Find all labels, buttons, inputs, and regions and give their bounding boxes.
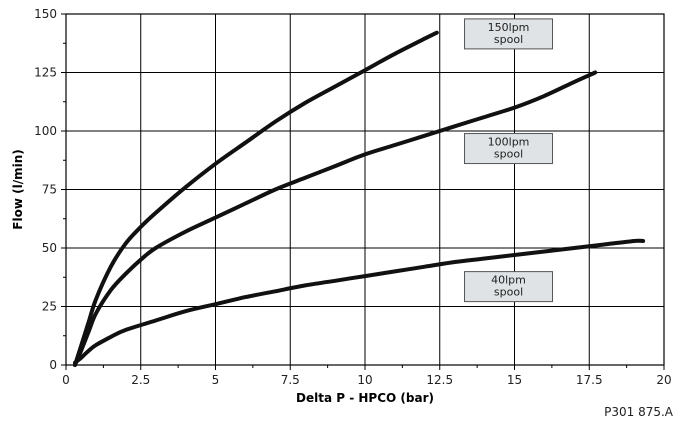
y-tick-label: 25 — [42, 300, 57, 314]
x-tick-label: 7.5 — [281, 373, 300, 387]
x-tick-label: 10 — [357, 373, 372, 387]
tick-marks — [61, 13, 665, 370]
x-axis-title: Delta P - HPCO (bar) — [296, 391, 434, 405]
series-label-text: spool — [494, 148, 523, 161]
x-tick-label: 17.5 — [576, 373, 603, 387]
series-line-0 — [73, 30, 439, 367]
series-line-2 — [73, 238, 646, 365]
series-label-box — [464, 18, 554, 50]
series-label-text: spool — [494, 33, 523, 46]
x-tick-label: 5 — [212, 373, 220, 387]
series-label-text: 40lpm — [491, 274, 526, 287]
x-tick-labels: 0 2.5 5 7.5 10 12.5 15 17.5 20 — [62, 373, 671, 387]
series-label-box — [464, 271, 554, 303]
series-line-1 — [73, 70, 598, 367]
series-label-box — [464, 133, 554, 165]
y-tick-label: 0 — [49, 358, 57, 372]
x-tick-label: 12.5 — [426, 373, 453, 387]
y-tick-label: 150 — [34, 7, 57, 21]
x-tick-label: 20 — [656, 373, 671, 387]
y-axis-title: Flow (l/min) — [11, 149, 25, 229]
x-tick-label: 15 — [507, 373, 522, 387]
figure-reference-code: P301 875.A — [604, 405, 673, 419]
series-label-text: spool — [494, 286, 523, 299]
plot-frame — [65, 13, 665, 366]
x-tick-label: 2.5 — [131, 373, 150, 387]
series-label-text: 100lpm — [488, 136, 530, 149]
grid-lines — [65, 13, 665, 366]
series-curves — [73, 30, 646, 367]
y-tick-label: 100 — [34, 124, 57, 138]
y-tick-labels: 0 25 50 75 100 125 150 — [34, 7, 57, 372]
y-tick-label: 50 — [42, 241, 57, 255]
y-tick-label: 125 — [34, 66, 57, 80]
series-label-text: 150lpm — [488, 21, 530, 34]
y-tick-label: 75 — [42, 183, 57, 197]
x-tick-label: 0 — [62, 373, 70, 387]
